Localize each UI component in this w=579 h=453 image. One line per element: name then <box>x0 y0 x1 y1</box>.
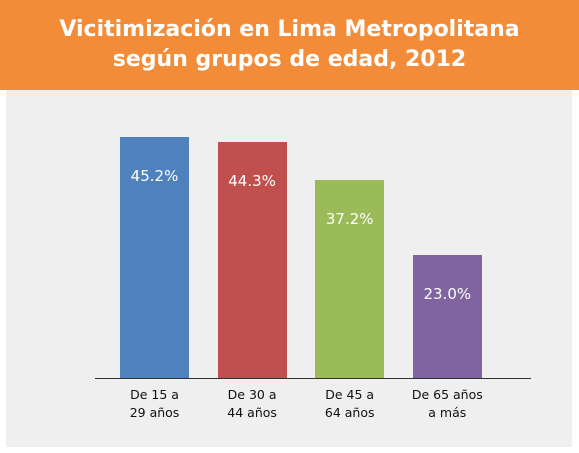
x-tick-label: De 15 a 29 años <box>129 387 180 420</box>
x-axis <box>95 378 531 379</box>
data-label: 23.0% <box>423 285 472 304</box>
bar <box>412 255 482 378</box>
x-tick-label: De 45 a 64 años <box>324 387 375 420</box>
chart-title: Vicitimización en Lima Metropolitana seg… <box>0 0 579 90</box>
x-tick-label: De 30 a 44 años <box>227 387 277 420</box>
x-tick-label: De 65 años a más <box>411 387 483 420</box>
bar <box>120 137 189 378</box>
bar <box>217 141 287 378</box>
data-label: 37.2% <box>325 209 374 228</box>
bar <box>315 179 385 378</box>
data-label: 45.2% <box>130 167 179 186</box>
data-label: 44.3% <box>228 171 276 190</box>
